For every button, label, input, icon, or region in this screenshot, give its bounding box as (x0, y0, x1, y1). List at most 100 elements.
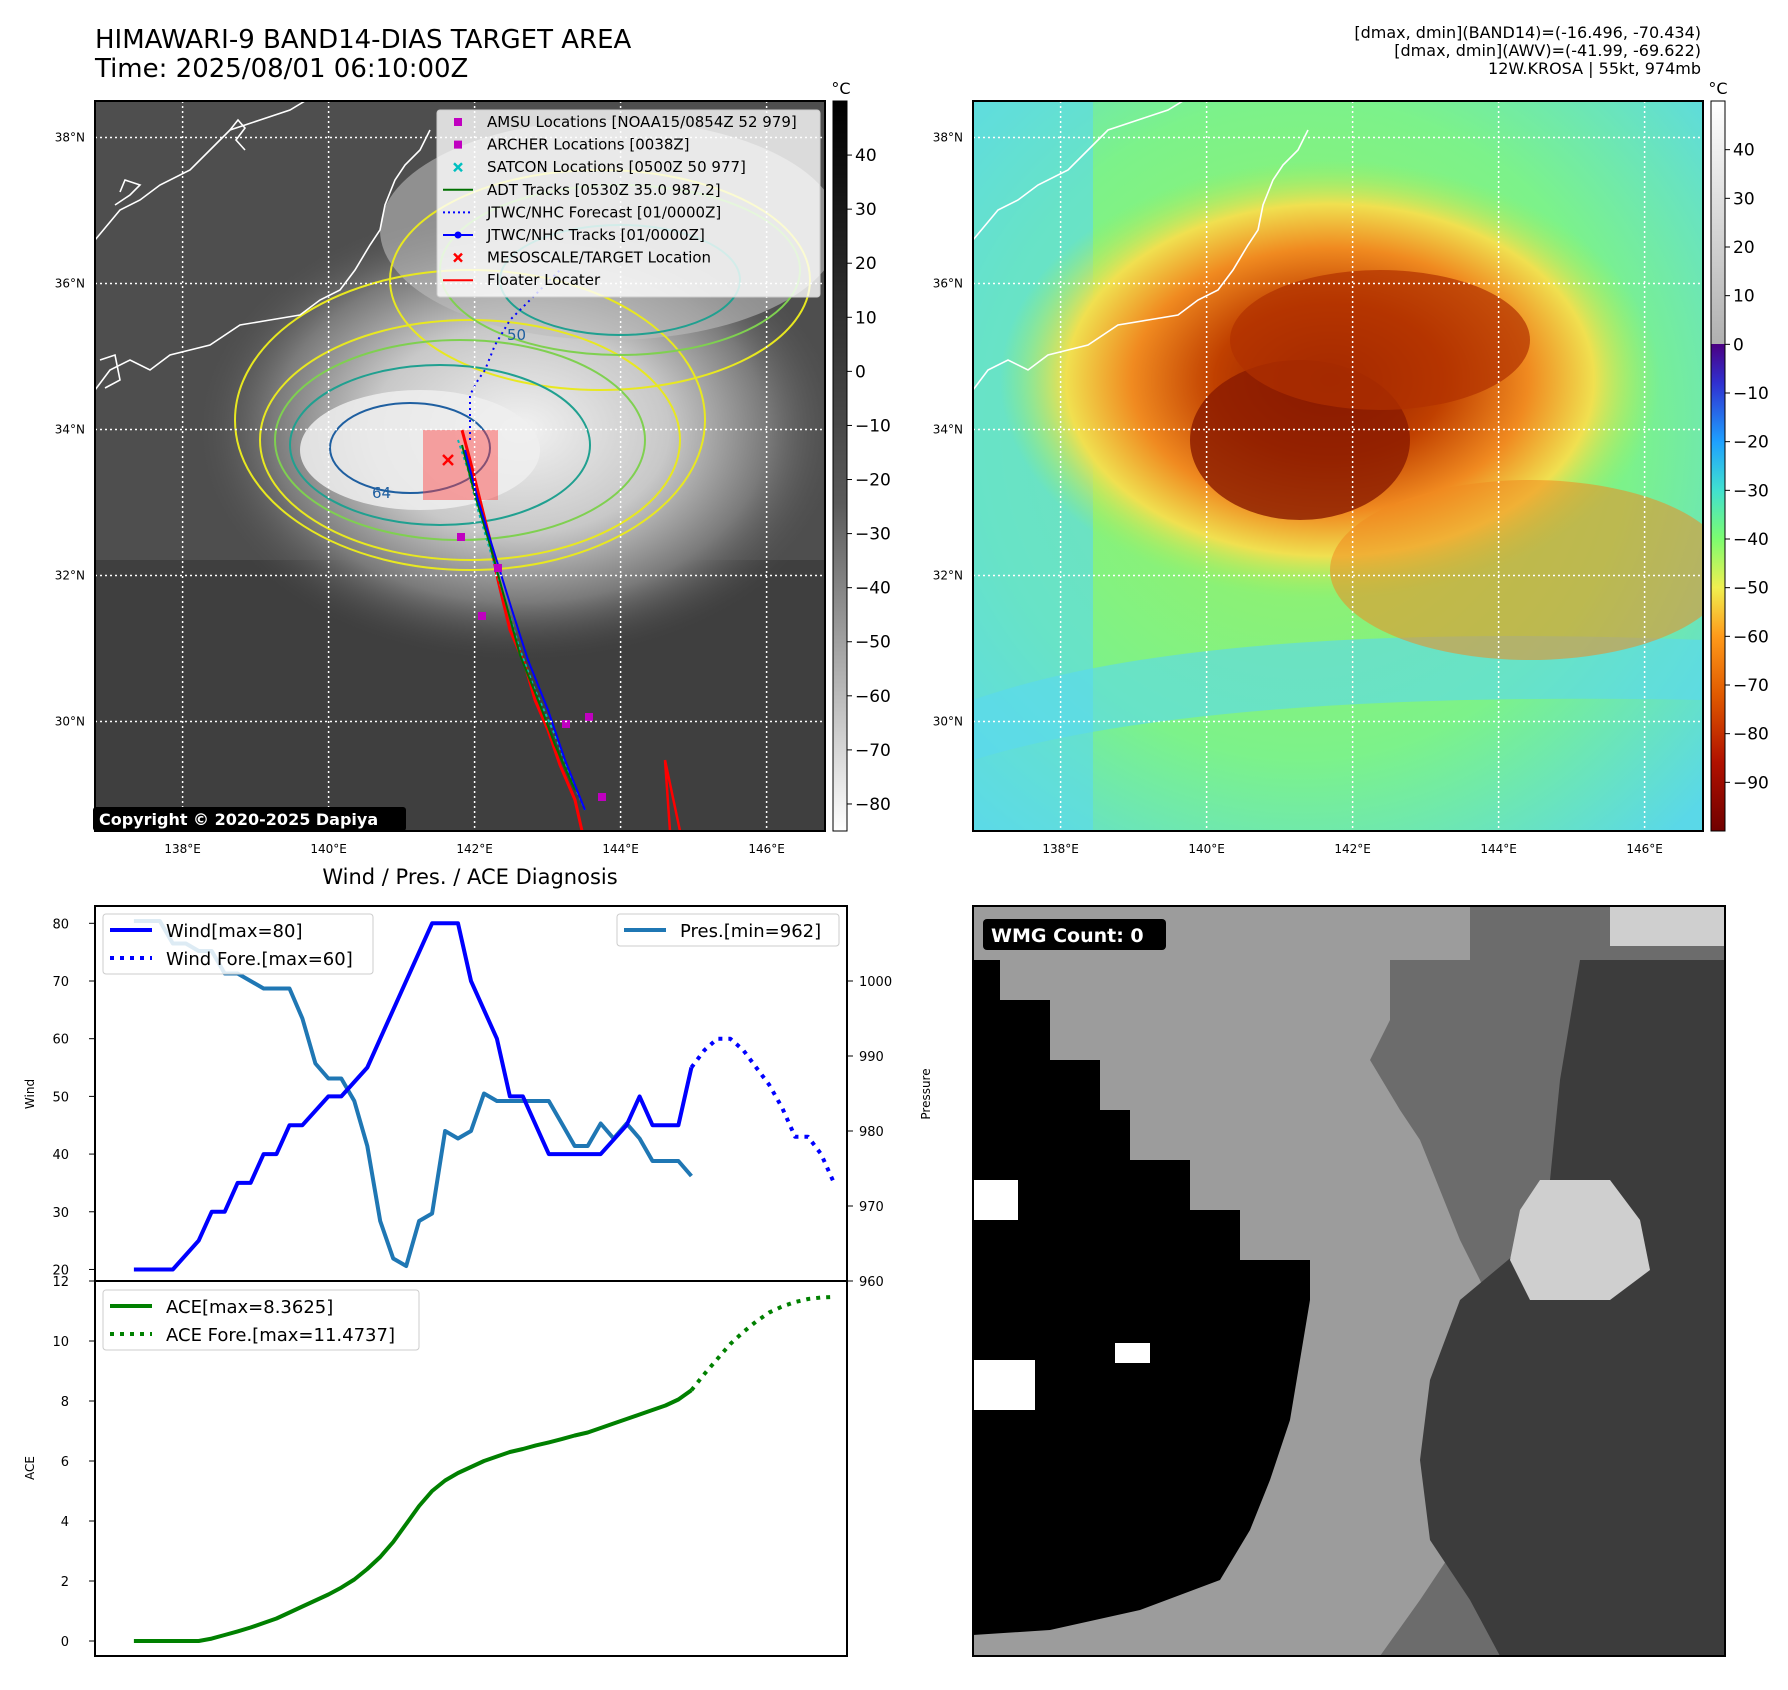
colorbar-tick-label: 20 (1733, 238, 1755, 258)
ace-tick-label: 6 (61, 1455, 69, 1470)
ace-tick-label: 0 (61, 1635, 69, 1650)
pressure-tick-label: 990 (859, 1050, 884, 1065)
lon-tick-label: 146°E (1626, 842, 1663, 856)
pressure-tick-label: 970 (859, 1200, 884, 1215)
lat-tick-label: 32°N (933, 569, 963, 583)
wmg-black-region (973, 960, 1310, 1635)
wind-tick-label: 70 (52, 975, 69, 990)
ace-tick-label: 10 (52, 1335, 69, 1350)
lon-tick-label: 142°E (1334, 842, 1371, 856)
target-area (423, 430, 498, 500)
colorbar-tick-label: −80 (855, 795, 891, 815)
pressure-tick-label: 960 (859, 1275, 884, 1290)
floater-marker (663, 759, 682, 831)
pressure-legend: Pres.[min=962] (616, 913, 840, 947)
wmg-panel: WMG Count: 0 (972, 905, 1726, 1657)
ir-colorbar: °C 40 30 20 10 0 −10 −20 −30 −40 −50 −60 −70 −80 (831, 79, 891, 832)
ace-tick-label: 8 (61, 1395, 69, 1410)
figure-title: HIMAWARI-9 BAND14-DIAS TARGET AREA Time:… (95, 26, 631, 84)
legend-marker (454, 140, 462, 149)
legend-wind: Wind[max=80] (166, 921, 303, 942)
colorbar-tick-label: −20 (1733, 433, 1769, 453)
wmg-dark-region (1420, 960, 1725, 1656)
colorbar-tick-label: −60 (855, 687, 891, 707)
contour-label-64: 64 (372, 484, 391, 502)
legend-pressure: Pres.[min=962] (680, 921, 821, 942)
wv-lon-ticks: 138°E 140°E 142°E 144°E 146°E (1042, 842, 1663, 856)
legend-label: AMSU Locations [NOAA15/0854Z 52 979] (487, 113, 797, 131)
wv-imagery (973, 101, 1703, 831)
info-awv: [dmax, dmin](AWV)=(-41.99, -69.622) (1394, 41, 1701, 60)
colorbar-tick-label: 40 (1733, 141, 1755, 161)
legend-wind-forecast: Wind Fore.[max=60] (166, 949, 353, 970)
wind-tick-label: 60 (52, 1033, 69, 1048)
legend-marker (453, 162, 463, 173)
lon-tick-label: 142°E (456, 842, 493, 856)
adt-track (461, 444, 576, 791)
colorbar-tick-label: 30 (855, 200, 877, 220)
ace-tick-label: 12 (52, 1275, 69, 1290)
legend-box (436, 109, 821, 298)
legend-label: ADT Tracks [0530Z 35.0 987.2] (487, 181, 721, 199)
colorbar-tick-label: −20 (855, 471, 891, 491)
pressure-tick-label: 1000 (859, 975, 892, 990)
wv-colorbar-unit: °C (1708, 79, 1727, 98)
wind-legend: Wind[max=80] Wind Fore.[max=60] (102, 913, 374, 975)
amsu-markers (457, 533, 606, 801)
colorbar-tick-label: 40 (855, 146, 877, 166)
colorbar-tick-label: −10 (1733, 384, 1769, 404)
target-marker (442, 454, 454, 466)
colorbar-tick-label: −60 (1733, 627, 1769, 647)
colorbar-tick-label: −10 (855, 416, 891, 436)
lat-tick-label: 34°N (55, 423, 85, 437)
legend-ace-forecast: ACE Fore.[max=11.4737] (166, 1325, 395, 1346)
lat-tick-label: 38°N (933, 131, 963, 145)
wind-series-line (133, 921, 694, 1272)
ir-legend: AMSU Locations [NOAA15/0854Z 52 979] ARCH… (436, 109, 821, 298)
wind-tick-label: 40 (52, 1148, 69, 1163)
lon-tick-label: 146°E (748, 842, 785, 856)
legend-label: JTWC/NHC Forecast [01/0000Z] (486, 203, 721, 221)
lon-tick-label: 140°E (1188, 842, 1225, 856)
lon-tick-label: 144°E (602, 842, 639, 856)
info-band14: [dmax, dmin](BAND14)=(-16.496, -70.434) (1354, 23, 1701, 42)
info-storm: 12W.KROSA | 55kt, 974mb (1488, 59, 1701, 78)
ace-series-line (133, 1388, 693, 1643)
copyright-text: Copyright © 2020-2025 Dapiya (99, 810, 378, 829)
legend-label: SATCON Locations [0500Z 50 977] (487, 158, 746, 176)
wind-tick-label: 20 (52, 1263, 69, 1278)
wind-tick-label: 80 (52, 917, 69, 932)
pressure-axis-label: Pressure (919, 1068, 933, 1119)
ir-lon-ticks: 138°E 140°E 142°E 144°E 146°E (164, 842, 785, 856)
wind-tick-label: 30 (52, 1206, 69, 1221)
colorbar-tick-label: −70 (855, 741, 891, 761)
ace-axis-label: ACE (23, 1456, 37, 1480)
wind-tick-label: 50 (52, 1090, 69, 1105)
wv-colorbar: °C 40 30 20 10 0 −10 −20 −30 −40 −50 −60 −70 −80 −90 (1708, 79, 1769, 832)
colorbar-tick-label: 0 (1733, 335, 1744, 355)
copyright-badge: Copyright © 2020-2025 Dapiya (93, 807, 406, 831)
ir-map-frame (94, 100, 826, 832)
pressure-tick-label: 980 (859, 1125, 884, 1140)
colorbar-tick-label: 20 (855, 254, 877, 274)
colorbar-tick-label: −30 (855, 525, 891, 545)
lat-tick-label: 32°N (55, 569, 85, 583)
colorbar-tick-label: −50 (855, 633, 891, 653)
lat-tick-label: 38°N (55, 131, 85, 145)
lon-tick-label: 138°E (1042, 842, 1079, 856)
lat-tick-label: 30°N (55, 715, 85, 729)
wind-axis-label: Wind (23, 1079, 37, 1109)
lat-tick-label: 36°N (933, 277, 963, 291)
coastlines (95, 101, 431, 391)
diagnosis-chart: Wind / Pres. / ACE Diagnosis Wind Pressu… (23, 865, 933, 1657)
storm-info: [dmax, dmin](BAND14)=(-16.496, -70.434) … (1354, 24, 1701, 78)
ace-tick-label: 4 (61, 1515, 69, 1530)
colorbar-tick-label: −80 (1733, 725, 1769, 745)
lon-tick-label: 144°E (1480, 842, 1517, 856)
legend-label: JTWC/NHC Tracks [01/0000Z] (486, 226, 705, 244)
ace-forecast-series-line (689, 1294, 835, 1392)
contour-label-50: 50 (507, 326, 526, 344)
ir-colorbar-unit: °C (831, 79, 850, 98)
title-line-2: Time: 2025/08/01 06:10:00Z (95, 54, 469, 84)
